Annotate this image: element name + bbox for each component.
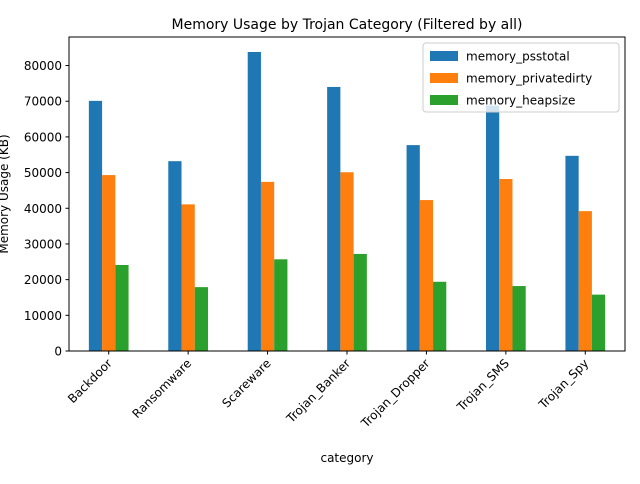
y-tick-label: 50000 <box>24 166 62 180</box>
y-tick-label: 40000 <box>24 202 62 216</box>
bar-memory_privatedirty-Trojan_Spy <box>578 211 592 351</box>
y-tick-label: 80000 <box>24 59 62 73</box>
y-tick-label: 30000 <box>24 237 62 251</box>
y-tick-label: 0 <box>54 345 62 359</box>
legend-label-memory_heapsize: memory_heapsize <box>466 94 575 108</box>
y-tick-label: 20000 <box>24 273 62 287</box>
legend-swatch-memory_privatedirty <box>430 73 458 83</box>
legend-label-memory_privatedirty: memory_privatedirty <box>466 72 592 86</box>
bar-memory_heapsize-Trojan_Dropper <box>433 281 447 351</box>
bar-memory_psstotal-Scareware <box>247 51 261 352</box>
bar-memory_privatedirty-Backdoor <box>102 175 116 351</box>
bar-memory_privatedirty-Trojan_Dropper <box>419 200 434 351</box>
bar-memory_privatedirty-Ransomware <box>181 204 195 351</box>
bar-memory_psstotal-Trojan_SMS <box>486 105 500 351</box>
legend: memory_psstotal memory_privatedirtymemory… <box>422 42 620 113</box>
bar-memory_privatedirty-Scareware <box>260 181 275 351</box>
bar-memory_heapsize-Ransomware <box>194 287 208 351</box>
bar-memory_heapsize-Scareware <box>274 259 288 351</box>
bar-memory_psstotal-Trojan_Banker <box>327 86 341 352</box>
legend-box <box>422 42 620 113</box>
y-axis-title: Memory Usage (KB) <box>0 134 11 253</box>
y-tick-label: 60000 <box>24 130 62 144</box>
x-axis-title: category <box>320 451 373 465</box>
bar-memory_privatedirty-Trojan_SMS <box>499 179 513 351</box>
bar-memory_psstotal-Trojan_Dropper <box>406 145 420 351</box>
y-axis: 0 10000 20000 30000 40000 50000 60000 70000 8000… <box>24 59 69 359</box>
legend-swatch-memory_psstotal <box>430 51 458 61</box>
bar-memory_heapsize-Trojan_Banker <box>353 253 367 351</box>
bar-memory_heapsize-Trojan_Spy <box>591 294 606 351</box>
y-tick-label: 10000 <box>24 309 62 323</box>
bars-layer <box>88 51 606 352</box>
legend-label-memory_psstotal: memory_psstotal <box>466 50 570 64</box>
bar-memory_psstotal-Ransomware <box>168 161 182 351</box>
y-tick-label: 70000 <box>24 95 62 109</box>
bar-memory_heapsize-Backdoor <box>115 265 129 351</box>
bar-memory_heapsize-Trojan_SMS <box>512 286 526 351</box>
bar-memory_privatedirty-Trojan_Banker <box>340 172 354 351</box>
bar-memory_psstotal-Trojan_Spy <box>565 155 579 351</box>
chart-title: Memory Usage by Trojan Category (Filtere… <box>172 17 523 33</box>
bar-memory_psstotal-Backdoor <box>88 100 103 351</box>
legend-swatch-memory_heapsize <box>430 95 458 105</box>
